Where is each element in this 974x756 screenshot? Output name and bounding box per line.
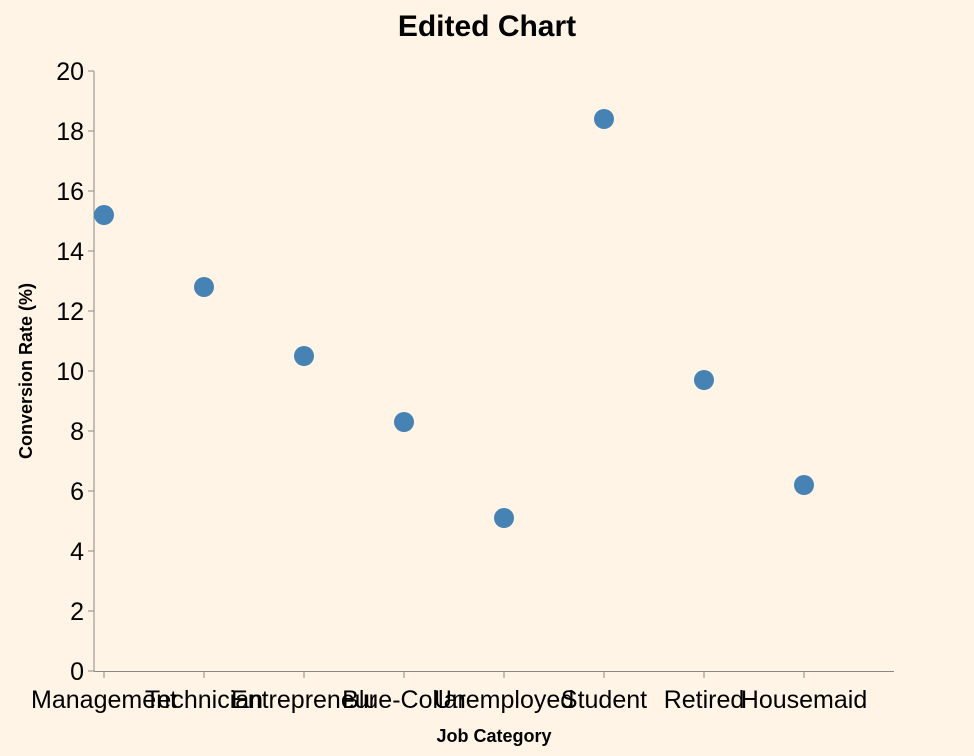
y-tick-label: 16: [56, 178, 84, 206]
data-point: [294, 346, 314, 366]
x-axis: ManagementTechnicianEntrepreneurBlue-Col…: [31, 671, 894, 714]
y-tick-label: 0: [70, 658, 84, 686]
x-tick-label: Housemaid: [741, 686, 867, 714]
y-axis-title: Conversion Rate (%): [16, 283, 36, 459]
y-tick-label: 6: [70, 478, 84, 506]
y-tick-label: 14: [56, 238, 84, 266]
y-tick-label: 8: [70, 418, 84, 446]
data-point: [694, 370, 714, 390]
y-tick-label: 18: [56, 118, 84, 146]
chart-title: Edited Chart: [398, 10, 576, 43]
data-point: [794, 475, 814, 495]
data-point: [594, 109, 614, 129]
y-tick-label: 10: [56, 358, 84, 386]
x-axis-title: Job Category: [436, 726, 551, 746]
x-tick-label: Unemployed: [434, 686, 574, 714]
data-point: [94, 205, 114, 225]
x-tick-label: Student: [561, 686, 647, 714]
y-tick-label: 4: [70, 538, 84, 566]
y-tick-label: 12: [56, 298, 84, 326]
x-tick-label: Blue-Collar: [342, 686, 466, 714]
data-point: [194, 277, 214, 297]
x-tick-label: Entrepreneur: [231, 686, 377, 714]
x-tick-label: Technician: [145, 686, 263, 714]
y-axis: 0 2 4 6 8 10 12 14 16 18 20: [56, 58, 95, 686]
data-points: [94, 109, 814, 528]
data-point: [494, 508, 514, 528]
x-tick-label: Retired: [664, 686, 745, 714]
y-tick-label: 20: [56, 58, 84, 86]
data-point: [394, 412, 414, 432]
y-tick-label: 2: [70, 598, 84, 626]
x-tick-label: Management: [31, 686, 177, 714]
